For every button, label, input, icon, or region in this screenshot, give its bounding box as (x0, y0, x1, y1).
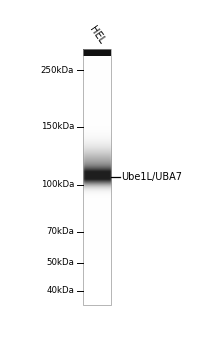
Text: Ube1L/UBA7: Ube1L/UBA7 (121, 172, 181, 182)
Bar (82, 49, 110, 305)
Text: 40kDa: 40kDa (46, 286, 74, 295)
Text: 150kDa: 150kDa (41, 122, 74, 131)
Text: HEL: HEL (87, 25, 106, 46)
Bar (82, 49, 110, 305)
Text: 250kDa: 250kDa (41, 66, 74, 75)
Bar (82, 49, 110, 56)
Text: 100kDa: 100kDa (41, 181, 74, 189)
Text: 50kDa: 50kDa (46, 258, 74, 267)
Text: 70kDa: 70kDa (46, 227, 74, 236)
